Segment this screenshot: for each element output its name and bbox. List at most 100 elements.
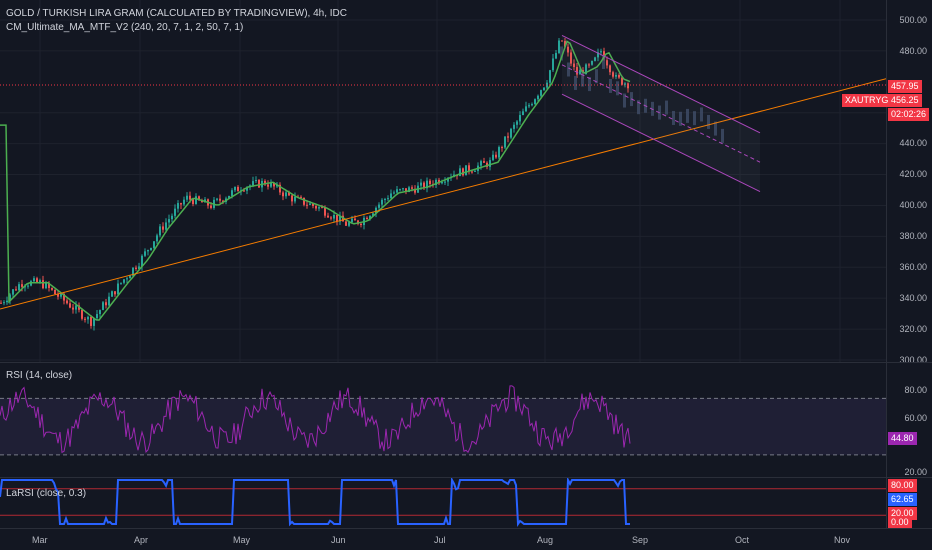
candle-body bbox=[300, 196, 302, 198]
projection-bar bbox=[581, 72, 584, 87]
rsi-legend[interactable]: RSI (14, close) bbox=[6, 370, 73, 381]
candle-body bbox=[99, 310, 101, 315]
time-tick: Aug bbox=[537, 535, 554, 545]
candle-body bbox=[81, 309, 83, 319]
price-tick: 340.00 bbox=[899, 293, 927, 303]
candle-body bbox=[93, 318, 95, 326]
candle-body bbox=[555, 52, 557, 59]
candle-body bbox=[171, 215, 173, 220]
candle-body bbox=[516, 121, 518, 125]
candle-body bbox=[543, 87, 545, 91]
candle-body bbox=[360, 223, 362, 226]
candle-body bbox=[75, 305, 77, 310]
candle-body bbox=[309, 203, 311, 205]
candle-body bbox=[369, 215, 371, 220]
candle-body bbox=[615, 75, 617, 77]
larsi-line bbox=[0, 478, 630, 528]
candle-body bbox=[57, 294, 59, 297]
time-axis[interactable]: Mar Apr May Jun Jul Aug Sep Oct Nov bbox=[0, 529, 932, 550]
projection-bar bbox=[567, 62, 570, 77]
candle-body bbox=[462, 168, 464, 176]
candle-body bbox=[489, 160, 491, 167]
candle-body bbox=[231, 190, 233, 196]
candle-body bbox=[381, 199, 383, 205]
candle-body bbox=[162, 226, 164, 230]
candle-body bbox=[507, 136, 509, 138]
price-tick: 300.00 bbox=[899, 355, 927, 365]
candle-body bbox=[177, 203, 179, 209]
candle-body bbox=[0, 302, 2, 304]
candle-body bbox=[495, 154, 497, 158]
candle-body bbox=[36, 278, 38, 283]
projection-bar bbox=[693, 111, 696, 126]
price-chart-canvas[interactable] bbox=[0, 0, 886, 362]
candle-body bbox=[390, 193, 392, 199]
candle-body bbox=[27, 285, 29, 287]
candle-body bbox=[510, 128, 512, 138]
projection-bar bbox=[574, 75, 577, 90]
candle-body bbox=[165, 222, 167, 230]
candle-body bbox=[306, 204, 308, 206]
candle-body bbox=[465, 165, 467, 176]
candle-body bbox=[192, 199, 194, 205]
time-tick: Jun bbox=[331, 535, 346, 545]
candle-body bbox=[474, 170, 476, 172]
candle-body bbox=[216, 198, 218, 200]
candle-body bbox=[411, 187, 413, 189]
candle-body bbox=[150, 247, 152, 251]
price-tick: 380.00 bbox=[899, 231, 927, 241]
candle-body bbox=[198, 196, 200, 201]
channel-lower-line bbox=[561, 93, 761, 192]
pane-separator[interactable] bbox=[0, 362, 932, 363]
projection-bar bbox=[714, 121, 717, 136]
last-price-tag: 456.25 bbox=[888, 94, 922, 107]
chart-title: GOLD / TURKISH LIRA GRAM (CALCULATED BY … bbox=[6, 8, 347, 19]
candle-body bbox=[117, 283, 119, 295]
rsi-pane[interactable]: RSI (14, close) bbox=[0, 363, 886, 477]
candle-body bbox=[420, 182, 422, 186]
candle-body bbox=[123, 279, 125, 283]
projection-bar bbox=[602, 54, 605, 69]
price-axis[interactable]: 500.00 480.00 440.00 420.00 400.00 380.0… bbox=[886, 0, 932, 365]
larsi-pane[interactable]: LaRSI (close, 0.3) bbox=[0, 478, 886, 528]
candle-body bbox=[195, 196, 197, 205]
rsi-axis[interactable]: 80.00 60.00 20.00 bbox=[886, 363, 932, 477]
candle-body bbox=[459, 168, 461, 177]
rsi-line bbox=[0, 385, 631, 454]
larsi-value-tag: 62.65 bbox=[888, 493, 917, 506]
channel-upper-line bbox=[561, 35, 761, 134]
larsi-legend[interactable]: LaRSI (close, 0.3) bbox=[6, 488, 87, 499]
candle-body bbox=[336, 215, 338, 222]
candle-body bbox=[576, 67, 578, 75]
indicator-legend[interactable]: CM_Ultimate_MA_MTF_V2 (240, 20, 7, 1, 2,… bbox=[6, 22, 244, 33]
price-tick: 360.00 bbox=[899, 262, 927, 272]
candle-body bbox=[111, 291, 113, 297]
candle-body bbox=[402, 188, 404, 190]
candle-body bbox=[246, 187, 248, 191]
candle-body bbox=[282, 192, 284, 197]
projection-bar bbox=[700, 107, 703, 122]
candle-body bbox=[279, 184, 281, 193]
projection-bar bbox=[588, 77, 591, 92]
candle-body bbox=[243, 190, 245, 192]
rsi-band bbox=[0, 398, 886, 455]
candle-body bbox=[552, 58, 554, 71]
larsi-axis[interactable] bbox=[886, 478, 932, 528]
projection-bar bbox=[672, 110, 675, 125]
moving-average-line bbox=[0, 40, 631, 321]
candle-body bbox=[222, 200, 224, 202]
larsi-chart-canvas[interactable] bbox=[0, 478, 886, 528]
candle-body bbox=[270, 182, 272, 187]
candle-body bbox=[444, 181, 446, 183]
price-pane[interactable]: GOLD / TURKISH LIRA GRAM (CALCULATED BY … bbox=[0, 0, 886, 362]
candle-body bbox=[606, 60, 608, 66]
time-tick: Oct bbox=[735, 535, 750, 545]
rsi-chart-canvas[interactable] bbox=[0, 363, 886, 477]
candle-body bbox=[498, 147, 500, 158]
candle-body bbox=[468, 165, 470, 172]
projection-bar bbox=[679, 111, 682, 126]
pane-separator[interactable] bbox=[0, 477, 932, 478]
candle-body bbox=[396, 189, 398, 193]
candle-body bbox=[291, 195, 293, 202]
candle-body bbox=[513, 124, 515, 129]
